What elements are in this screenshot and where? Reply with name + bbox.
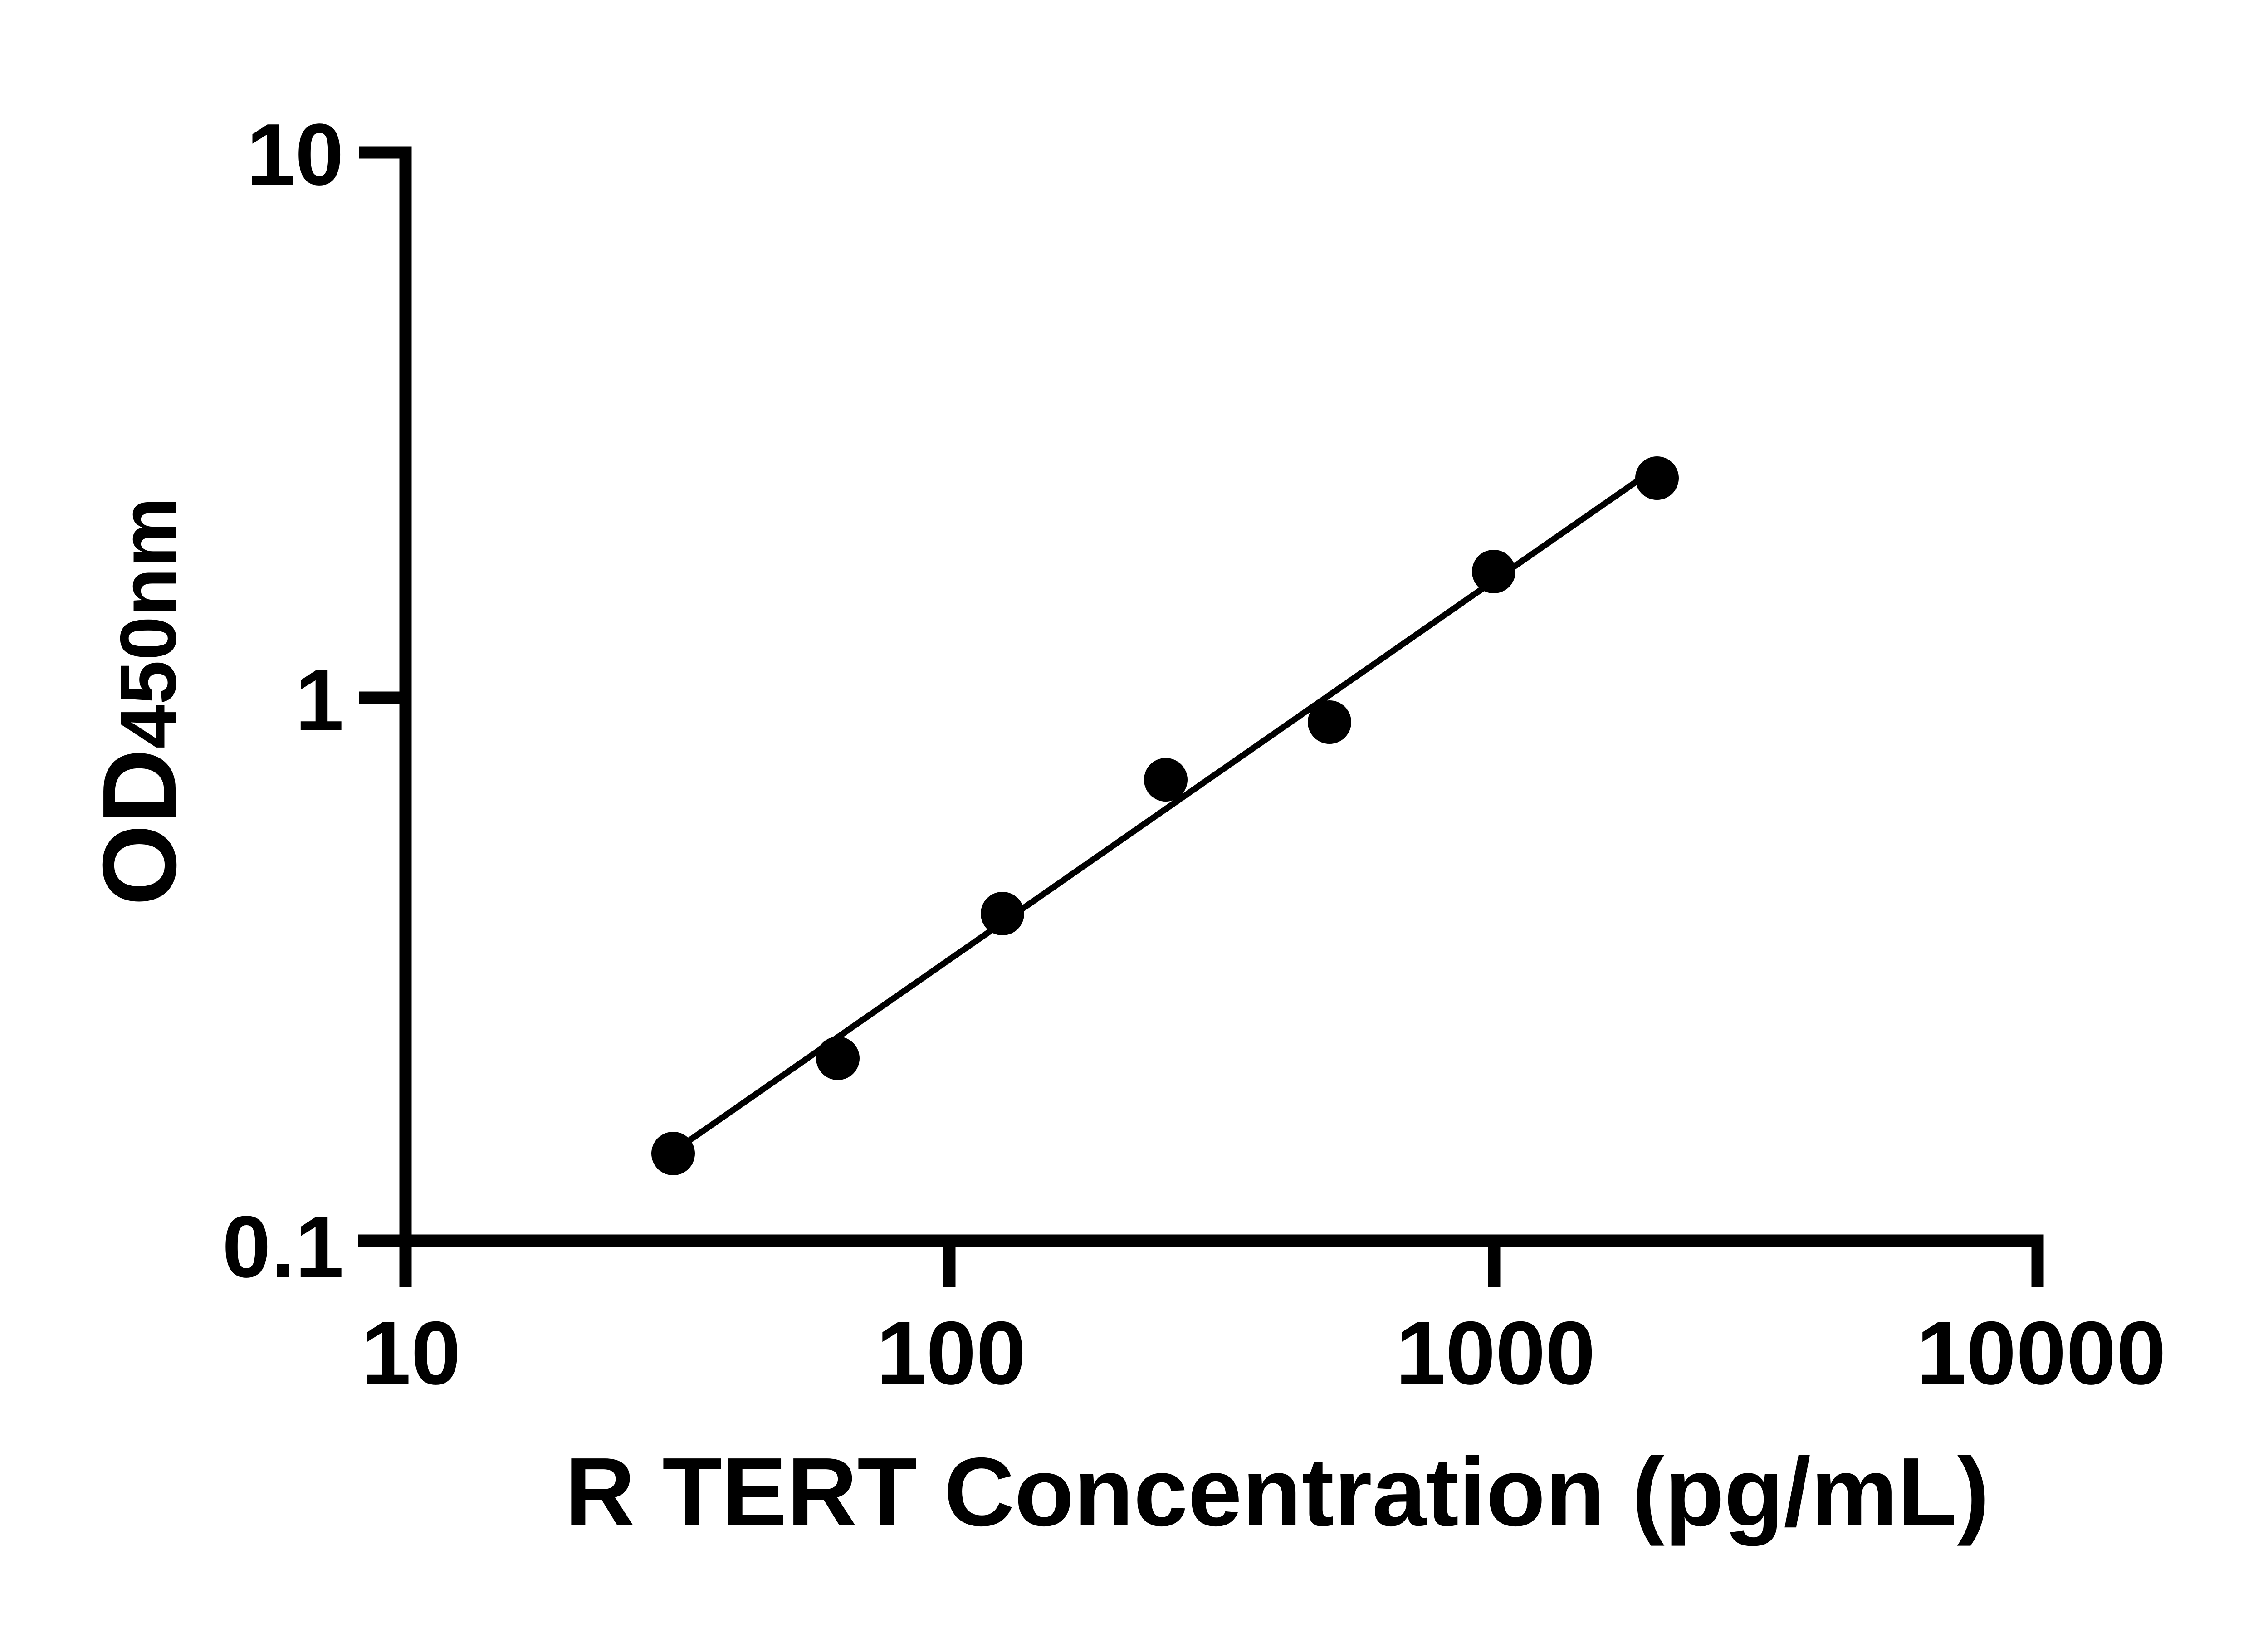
svg-text:10: 10 [246,105,344,203]
svg-text:1: 1 [295,651,344,749]
svg-text:R TERT Concentration (pg/mL): R TERT Concentration (pg/mL) [565,1437,1989,1546]
svg-text:1000: 1000 [1396,1303,1595,1403]
svg-text:10: 10 [361,1303,461,1403]
svg-text:100: 100 [876,1303,1026,1403]
svg-text:10000: 10000 [1916,1303,2166,1403]
svg-text:0.1: 0.1 [222,1198,344,1296]
